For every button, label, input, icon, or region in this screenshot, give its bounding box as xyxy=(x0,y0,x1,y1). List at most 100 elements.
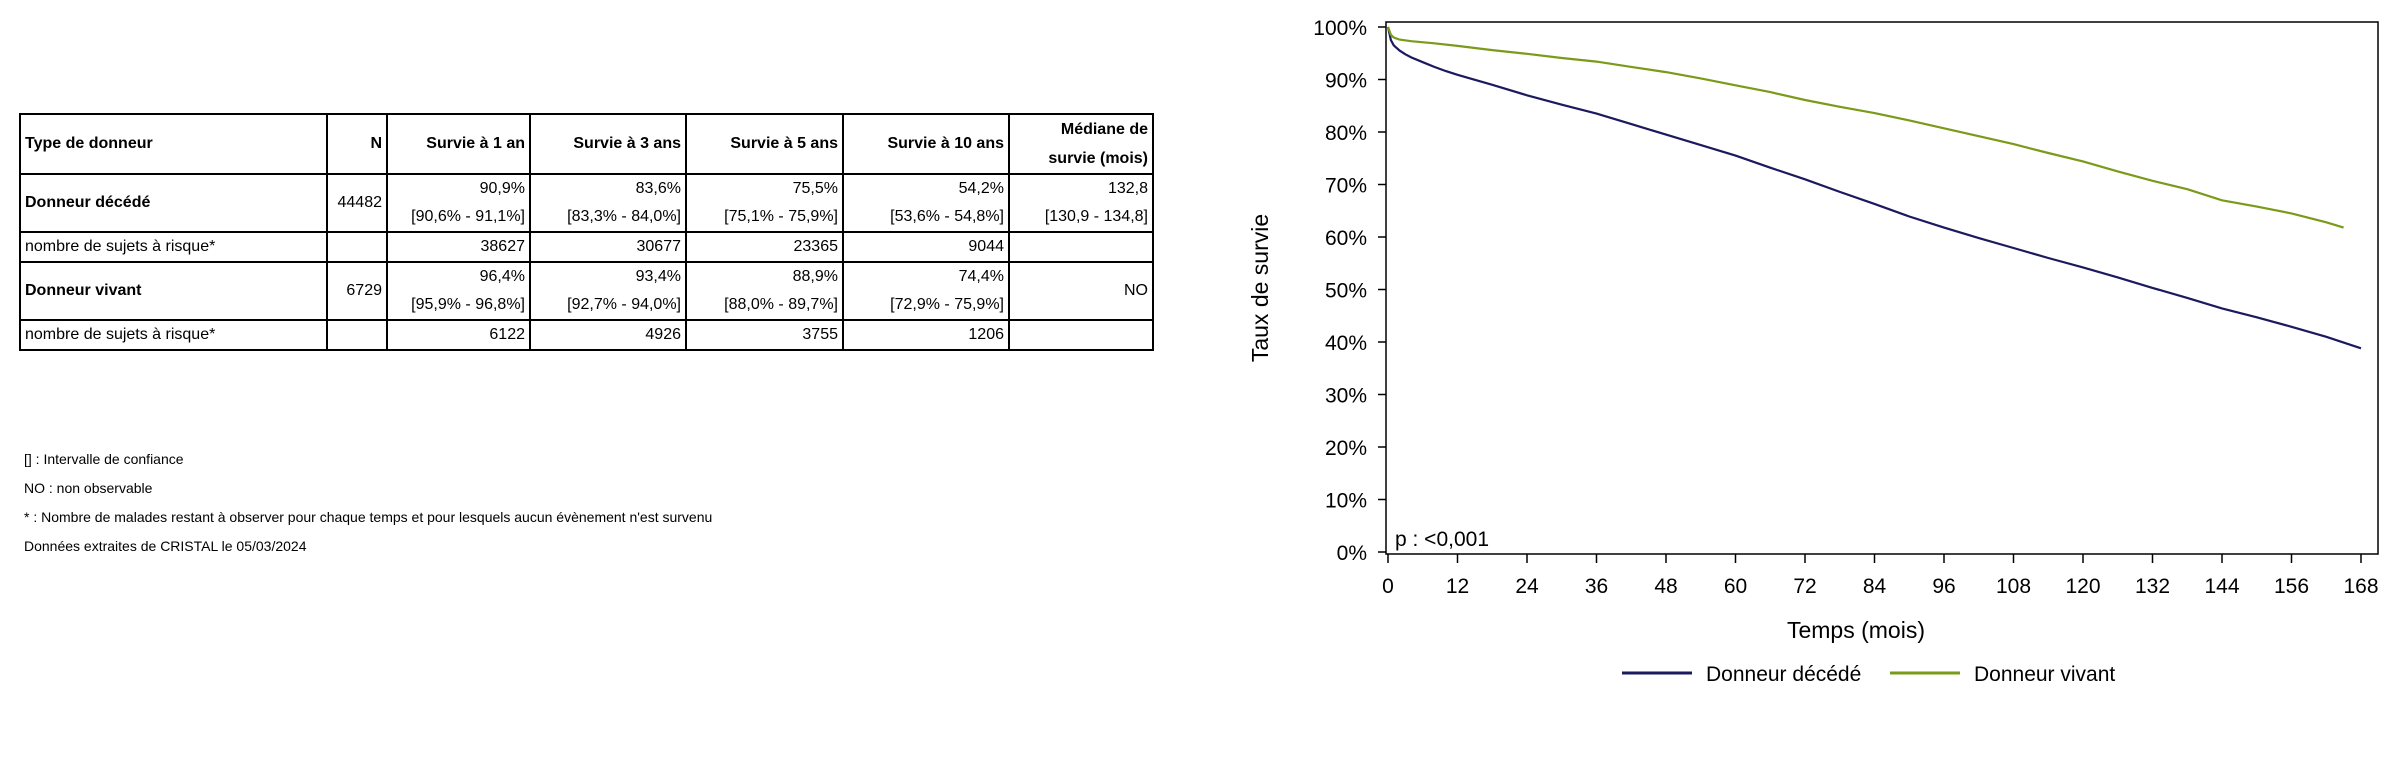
col-header-median-line2: survie (mois) xyxy=(1048,150,1148,167)
x-tick-label: 12 xyxy=(1446,575,1469,598)
value: 75,5% xyxy=(792,180,838,197)
risk-5y: 3755 xyxy=(685,319,844,351)
x-tick-label: 72 xyxy=(1793,575,1816,598)
value: 132,8 xyxy=(1107,180,1148,197)
table-row-risk: nombre de sujets à risque* 38627 30677 2… xyxy=(19,231,1154,263)
cell-5y: 88,9% [88,0% - 89,7%] xyxy=(685,261,844,321)
ci: [92,7% - 94,0%] xyxy=(567,296,681,313)
chart-legend: Donneur décédé Donneur vivant xyxy=(1622,663,2115,686)
series-layer xyxy=(1386,26,2362,350)
x-tick-label: 60 xyxy=(1724,575,1747,598)
ci: [72,9% - 75,9%] xyxy=(890,296,1004,313)
footnote-ci: [] : Intervalle de confiance xyxy=(24,451,184,467)
ci: [53,6% - 54,8%] xyxy=(890,208,1004,225)
ci: [130,9 - 134,8] xyxy=(1044,208,1148,225)
risk-label: nombre de sujets à risque* xyxy=(19,319,328,351)
ci: [95,9% - 96,8%] xyxy=(411,296,525,313)
y-tick-label: 20% xyxy=(1325,437,1367,460)
footnotes: [] : Intervalle de confiance NO : non ob… xyxy=(24,445,712,561)
y-tick-label: 70% xyxy=(1325,175,1367,198)
x-tick-label: 144 xyxy=(2204,575,2239,598)
x-axis: 0 12 24 36 48 60 72 84 96 108 120 132 144 156 168 xyxy=(1382,554,2379,598)
col-header-5y: Survie à 5 ans xyxy=(685,113,844,175)
value: 74,4% xyxy=(958,268,1004,285)
y-tick-label: 0% xyxy=(1337,542,1367,565)
col-header-type: Type de donneur xyxy=(19,113,328,175)
value: 83,6% xyxy=(635,180,681,197)
table-header-row: Type de donneur N Survie à 1 an Survie à… xyxy=(19,113,1154,175)
x-tick-label: 36 xyxy=(1585,575,1608,598)
y-tick-label: 10% xyxy=(1325,490,1367,513)
x-tick-label: 108 xyxy=(1996,575,2031,598)
risk-empty xyxy=(326,319,388,351)
x-tick-label: 48 xyxy=(1654,575,1677,598)
x-tick-label: 168 xyxy=(2343,575,2378,598)
risk-1y: 6122 xyxy=(386,319,531,351)
plot-frame xyxy=(1385,21,2379,555)
value: 93,4% xyxy=(635,268,681,285)
risk-3y: 4926 xyxy=(529,319,687,351)
risk-empty xyxy=(326,231,388,263)
y-axis: 0% 10% 20% 30% 40% 50% 60% 70% 80% 90% 100% xyxy=(1313,17,1386,565)
row-n: 44482 xyxy=(326,173,388,233)
row-n: 6729 xyxy=(326,261,388,321)
cell-10y: 74,4% [72,9% - 75,9%] xyxy=(842,261,1010,321)
series-line-1 xyxy=(1386,26,2362,350)
risk-5y: 23365 xyxy=(685,231,844,263)
risk-10y: 1206 xyxy=(842,319,1010,351)
row-label: Donneur décédé xyxy=(19,173,328,233)
cell-3y: 83,6% [83,3% - 84,0%] xyxy=(529,173,687,233)
legend-label-2: Donneur vivant xyxy=(1974,663,2115,686)
table-row: Donneur vivant 6729 96,4% [95,9% - 96,8%]… xyxy=(19,261,1154,321)
x-tick-label: 96 xyxy=(1932,575,1955,598)
cell-1y: 96,4% [95,9% - 96,8%] xyxy=(386,261,531,321)
risk-1y: 38627 xyxy=(386,231,531,263)
y-tick-label: 40% xyxy=(1325,332,1367,355)
y-tick-label: 30% xyxy=(1325,385,1367,408)
x-tick-label: 0 xyxy=(1382,575,1394,598)
risk-3y: 30677 xyxy=(529,231,687,263)
risk-10y: 9044 xyxy=(842,231,1010,263)
footnote-no: NO : non observable xyxy=(24,480,153,496)
series-line-2 xyxy=(1386,26,2344,229)
legend-label-1: Donneur décédé xyxy=(1706,663,1861,686)
cell-3y: 93,4% [92,7% - 94,0%] xyxy=(529,261,687,321)
y-tick-label: 50% xyxy=(1325,280,1367,303)
y-tick-label: 100% xyxy=(1313,17,1367,40)
cell-5y: 75,5% [75,1% - 75,9%] xyxy=(685,173,844,233)
col-header-10y: Survie à 10 ans xyxy=(842,113,1010,175)
cell-median: 132,8 [130,9 - 134,8] xyxy=(1008,173,1154,233)
footnote-risk: * : Nombre de malades restant à observer… xyxy=(24,509,713,525)
y-tick-label: 90% xyxy=(1325,70,1367,93)
col-header-n: N xyxy=(326,113,388,175)
table-row-risk: nombre de sujets à risque* 6122 4926 375… xyxy=(19,319,1154,351)
risk-median xyxy=(1008,231,1154,263)
x-tick-label: 120 xyxy=(2065,575,2100,598)
value: 96,4% xyxy=(479,268,525,285)
ci: [90,6% - 91,1%] xyxy=(411,208,525,225)
risk-median xyxy=(1008,319,1154,351)
ci: [75,1% - 75,9%] xyxy=(724,208,838,225)
value: 90,9% xyxy=(479,180,525,197)
ci: [88,0% - 89,7%] xyxy=(724,296,838,313)
col-header-median: Médiane de survie (mois) xyxy=(1008,113,1154,175)
y-tick-label: 80% xyxy=(1325,122,1367,145)
table-row: Donneur décédé 44482 90,9% [90,6% - 91,1%… xyxy=(19,173,1154,233)
cell-1y: 90,9% [90,6% - 91,1%] xyxy=(386,173,531,233)
cell-median: NO xyxy=(1008,261,1154,321)
cell-10y: 54,2% [53,6% - 54,8%] xyxy=(842,173,1010,233)
risk-label: nombre de sujets à risque* xyxy=(19,231,328,263)
ci: [83,3% - 84,0%] xyxy=(567,208,681,225)
survival-table: Type de donneur N Survie à 1 an Survie à… xyxy=(19,113,1154,351)
y-axis-label: Taux de survie xyxy=(1247,214,1273,362)
value: 54,2% xyxy=(958,180,1004,197)
p-value-annotation: p : <0,001 xyxy=(1395,528,1489,551)
footnote-source: Données extraites de CRISTAL le 05/03/20… xyxy=(24,538,307,554)
col-header-1y: Survie à 1 an xyxy=(386,113,531,175)
x-tick-label: 24 xyxy=(1515,575,1539,598)
x-tick-label: 132 xyxy=(2135,575,2170,598)
x-tick-label: 84 xyxy=(1863,575,1887,598)
value: 88,9% xyxy=(792,268,838,285)
row-label: Donneur vivant xyxy=(19,261,328,321)
